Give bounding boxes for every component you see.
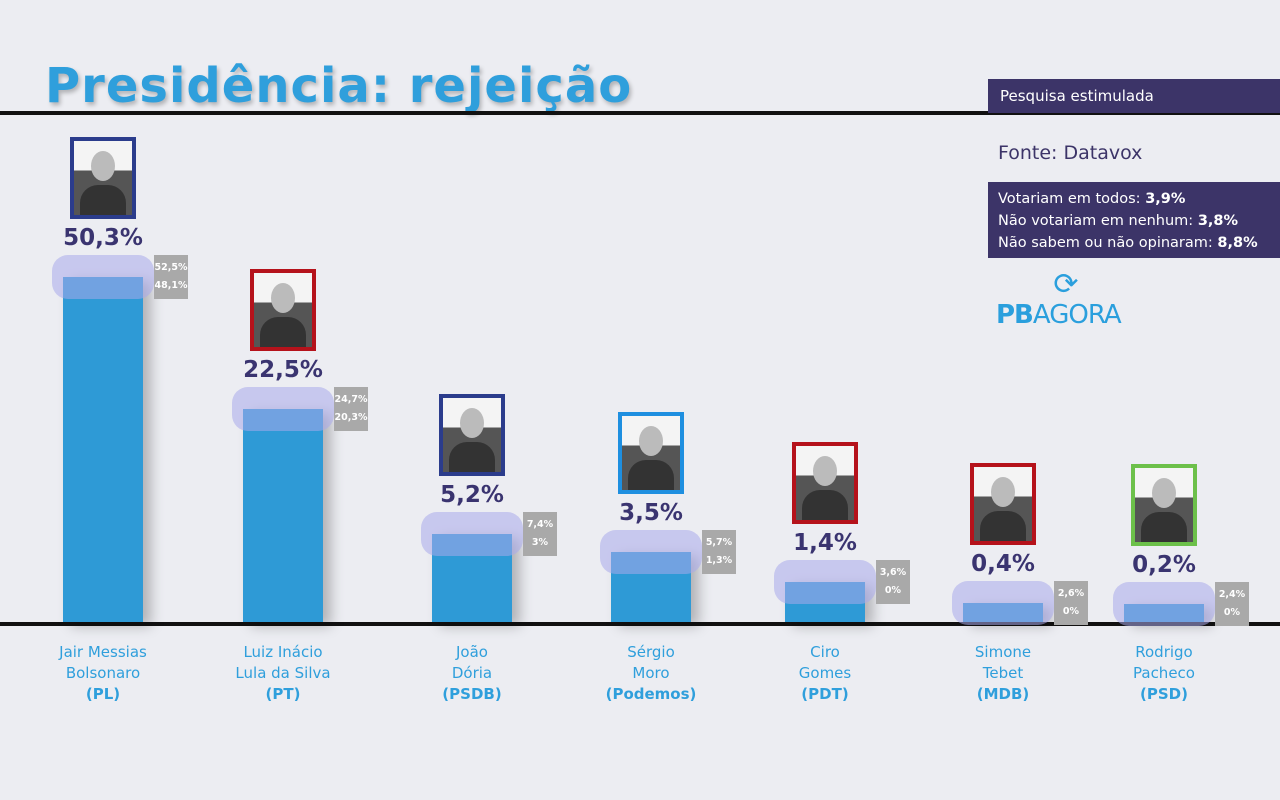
party-label: (PDT)	[801, 685, 849, 703]
party-label: (PSDB)	[442, 685, 502, 703]
party-label: (MDB)	[976, 685, 1030, 703]
party-label: (PL)	[85, 685, 121, 703]
confidence-band	[600, 530, 702, 575]
confidence-band	[421, 511, 523, 556]
info-label: Não votariam em nenhum:	[998, 213, 1198, 229]
info-value: 3,8%	[1197, 213, 1239, 229]
range-max: 2,6%	[1057, 588, 1085, 599]
range-max: 3,6%	[879, 566, 907, 578]
range-min: 0%	[1062, 606, 1080, 617]
candidate-name: João Dória (PSDB)	[392, 642, 552, 705]
party-label: (Podemos)	[605, 685, 697, 703]
info-label: Não sabem ou não opinaram:	[998, 235, 1218, 251]
info-box: Votariam em todos: 3,9% Não votariam em …	[988, 182, 1280, 258]
range-box: 7,4% 3%	[523, 511, 557, 556]
value-label: 3,5%	[619, 500, 683, 527]
logo-rest: AGORA	[1032, 300, 1122, 330]
info-label: Votariam em todos:	[998, 191, 1146, 207]
confidence-band	[232, 386, 334, 431]
bar	[63, 276, 143, 622]
info-value: 3,9%	[1145, 191, 1186, 207]
survey-type-badge: Pesquisa estimulada	[988, 79, 1280, 113]
range-max: 5,7%	[705, 537, 733, 549]
candidate-photo	[1131, 464, 1197, 546]
info-value: 8,8%	[1217, 235, 1258, 251]
name-line: Simone	[974, 643, 1032, 661]
range-min: 20,3%	[334, 411, 368, 423]
value-label: 22,5%	[243, 356, 323, 383]
name-line: Lula da Silva	[235, 664, 331, 682]
name-line: Ciro	[810, 643, 840, 661]
range-min: 48,1%	[154, 279, 188, 291]
candidate-name: Rodrigo Pacheco (PSD)	[1084, 642, 1244, 705]
party-label: (PSD)	[1140, 685, 1188, 703]
header-divider	[0, 111, 1280, 115]
range-max: 24,7%	[334, 393, 368, 405]
candidate-name: Luiz Inácio Lula da Silva (PT)	[203, 642, 363, 705]
value-label: 0,4%	[971, 551, 1035, 577]
refresh-arrows-icon: ⟳	[1053, 267, 1079, 302]
chart-baseline	[0, 622, 1280, 626]
range-box: 52,5% 48,1%	[154, 254, 188, 299]
logo-bold: PB	[996, 300, 1034, 330]
name-line: Rodrigo	[1135, 643, 1193, 661]
candidate-name: Jair Messias Bolsonaro (PL)	[23, 642, 183, 705]
candidate-name: Sérgio Moro (Podemos)	[571, 642, 731, 705]
confidence-band	[1113, 582, 1215, 626]
candidate-photo	[250, 268, 316, 351]
range-min: 0%	[884, 584, 902, 596]
info-line: Não sabem ou não opinaram: 8,8%	[998, 232, 1270, 254]
range-min: 0%	[1223, 607, 1241, 618]
candidate-photo	[70, 136, 136, 219]
value-label: 1,4%	[793, 529, 857, 556]
name-line: Gomes	[798, 664, 852, 682]
confidence-band	[52, 254, 154, 299]
name-line: Dória	[451, 664, 493, 682]
range-max: 2,4%	[1218, 589, 1246, 600]
candidate-photo	[439, 393, 505, 476]
page-title: Presidência: rejeição	[45, 58, 633, 114]
confidence-band	[952, 581, 1054, 625]
bar	[243, 408, 323, 622]
range-box: 5,7% 1,3%	[702, 530, 736, 575]
range-min: 3%	[531, 536, 549, 548]
pbagora-logo: ⟳ PBAGORA	[996, 267, 1136, 331]
party-label: (PT)	[265, 685, 301, 703]
candidate-photo	[618, 412, 684, 495]
name-line: Sérgio	[627, 643, 675, 661]
range-box: 3,6% 0%	[876, 559, 910, 604]
name-line: Tebet	[982, 664, 1024, 682]
candidate-name: Ciro Gomes (PDT)	[745, 642, 905, 705]
range-max: 7,4%	[526, 518, 554, 530]
name-line: Jair Messias	[59, 643, 147, 661]
range-box: 24,7% 20,3%	[334, 386, 368, 431]
range-min: 1,3%	[705, 555, 733, 567]
info-line: Não votariam em nenhum: 3,8%	[998, 210, 1270, 232]
range-max: 52,5%	[154, 261, 188, 273]
name-line: Moro	[632, 664, 670, 682]
candidate-name: Simone Tebet (MDB)	[923, 642, 1083, 705]
name-line: Bolsonaro	[65, 664, 141, 682]
info-line: Votariam em todos: 3,9%	[998, 188, 1270, 210]
value-label: 5,2%	[440, 481, 504, 508]
name-line: Luiz Inácio	[243, 643, 323, 661]
candidate-photo	[970, 463, 1036, 545]
range-box: 2,6% 0%	[1054, 581, 1088, 625]
value-label: 0,2%	[1132, 552, 1196, 578]
candidate-photo	[792, 441, 858, 524]
range-box: 2,4% 0%	[1215, 582, 1249, 626]
name-line: Pacheco	[1133, 664, 1195, 682]
name-line: João	[456, 643, 488, 661]
confidence-band	[774, 559, 876, 604]
source-label: Fonte: Datavox	[998, 142, 1143, 164]
value-label: 50,3%	[63, 224, 143, 251]
